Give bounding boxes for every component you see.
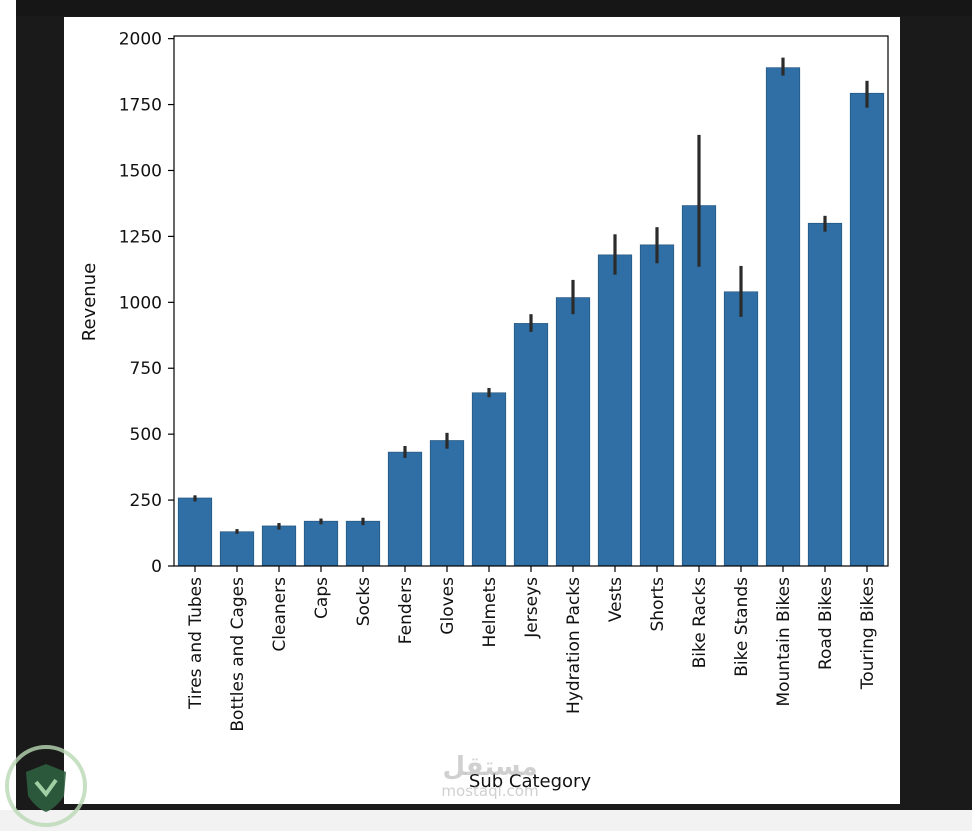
- bar-3: [303, 520, 339, 567]
- bar-8: [513, 323, 549, 567]
- bar-chart: 0 250 500 750 1000 1250 1500 1750 2000 Tires and…: [79, 30, 889, 792]
- x-tick-label-11: Shorts: [648, 577, 668, 632]
- x-tick-label-13: Bike Stands: [732, 577, 752, 677]
- y-tick-label-3: 750: [130, 359, 162, 379]
- bar-16: [849, 92, 885, 567]
- error-bars-group: [193, 57, 869, 534]
- x-tick-label-3: Caps: [312, 577, 332, 619]
- bar-10: [597, 254, 633, 567]
- y-axis-label: Revenue: [79, 263, 100, 341]
- window-frame: [16, 0, 972, 16]
- x-tick-label-12: Bike Racks: [690, 577, 710, 669]
- x-tick-label-14: Mountain Bikes: [774, 577, 794, 707]
- x-tick-label-10: Vests: [606, 577, 626, 622]
- bar-6: [429, 440, 465, 567]
- bar-15: [807, 222, 843, 567]
- x-tick-label-1: Bottles and Cages: [228, 577, 248, 732]
- y-tick-label-8: 2000: [119, 30, 162, 50]
- x-tick-label-9: Hydration Packs: [564, 577, 584, 714]
- x-tick-label-15: Road Bikes: [816, 577, 836, 670]
- x-tick-label-16: Touring Bikes: [858, 577, 878, 690]
- chart-figure: 0 250 500 750 1000 1250 1500 1750 2000 Tires and…: [64, 17, 900, 804]
- left-window-strip: [0, 0, 16, 831]
- x-axis-label: Sub Category: [469, 771, 592, 792]
- bar-14: [765, 67, 801, 567]
- x-tick-label-5: Fenders: [396, 577, 416, 644]
- bar-9: [555, 297, 591, 567]
- y-axis: 0 250 500 750 1000 1250 1500 1750 2000: [119, 30, 174, 577]
- y-tick-label-0: 0: [151, 557, 162, 577]
- bar-4: [345, 520, 381, 567]
- y-tick-label-2: 500: [130, 425, 162, 445]
- x-tick-label-7: Helmets: [480, 577, 500, 648]
- y-tick-label-4: 1000: [119, 293, 162, 313]
- bar-5: [387, 451, 423, 567]
- y-tick-label-1: 250: [130, 491, 162, 511]
- bar-1: [219, 531, 255, 567]
- x-tick-label-4: Socks: [354, 577, 374, 626]
- bottom-strip: [0, 810, 972, 831]
- watermark-logo-text: مستقل: [442, 752, 538, 782]
- bar-2: [261, 525, 297, 567]
- bar-0: [177, 497, 213, 567]
- bar-13: [723, 291, 759, 567]
- bar-7: [471, 392, 507, 567]
- x-tick-label-6: Gloves: [438, 577, 458, 635]
- x-tick-label-2: Cleaners: [270, 577, 290, 652]
- y-tick-label-6: 1500: [119, 161, 162, 181]
- bar-11: [639, 244, 675, 567]
- x-axis: Tires and Tubes Bottles and Cages Cleaners…: [186, 566, 878, 732]
- y-tick-label-7: 1750: [119, 96, 162, 116]
- shield-logo-icon: [5, 745, 87, 827]
- x-tick-label-0: Tires and Tubes: [186, 577, 206, 710]
- watermark-url: mostaql.com: [441, 782, 539, 800]
- y-tick-label-5: 1250: [119, 227, 162, 247]
- watermark: مستقل mostaql.com: [430, 752, 550, 800]
- x-tick-label-8: Jerseys: [522, 577, 542, 639]
- bars-group: [177, 67, 885, 567]
